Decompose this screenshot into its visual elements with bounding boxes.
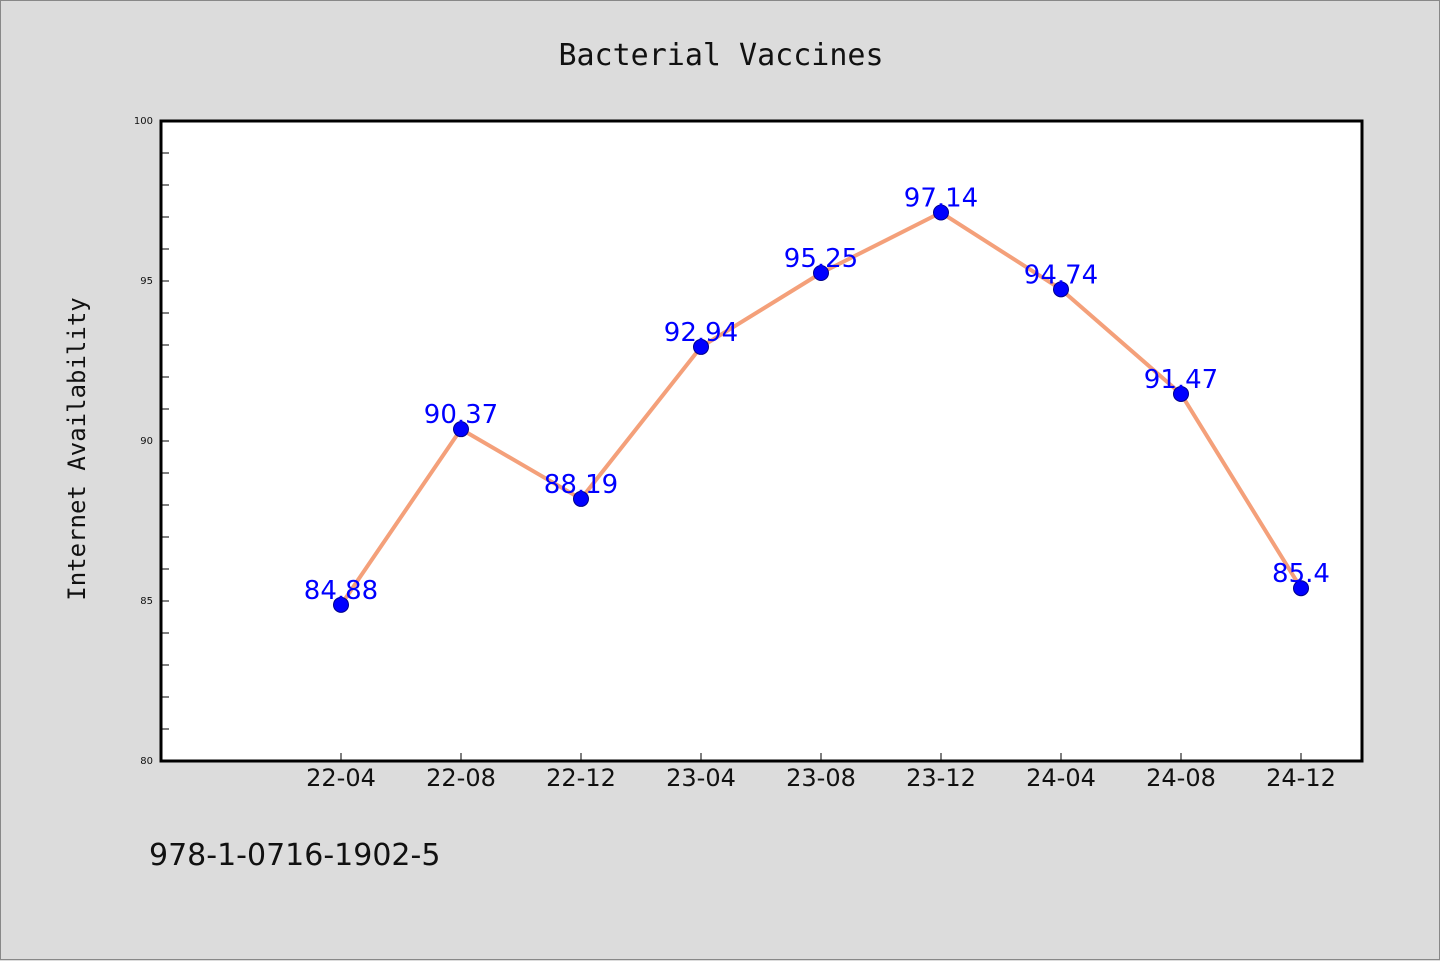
data-label: 84.88 (304, 576, 378, 606)
x-tick-label: 22-08 (426, 764, 496, 792)
data-point (693, 338, 709, 355)
y-axis: 80 85 90 95 100 (134, 116, 169, 767)
plot-area (159, 119, 1364, 763)
x-tick-label: 23-12 (906, 764, 976, 792)
x-tick-label: 22-04 (306, 764, 376, 792)
y-axis-label: Internet Availability (63, 297, 91, 600)
y-tick-label: 95 (140, 276, 153, 287)
isbn-text: 978-1-0716-1902-5 (149, 838, 440, 873)
data-label: 95.25 (784, 244, 858, 274)
data-label: 91.47 (1144, 365, 1218, 395)
y-tick-label: 85 (140, 596, 153, 607)
x-tick-label: 22-12 (546, 764, 616, 792)
x-tick-label: 24-08 (1146, 764, 1216, 792)
y-tick-label: 100 (134, 116, 153, 127)
data-label: 90.37 (424, 400, 498, 430)
data-label: 85.4 (1272, 559, 1330, 589)
data-point (453, 421, 469, 438)
data-label: 92.94 (664, 318, 738, 348)
data-point (1173, 385, 1189, 402)
y-tick-label: 80 (140, 756, 153, 767)
chart-title: Bacterial Vaccines (558, 38, 883, 73)
x-tick-label: 24-12 (1266, 764, 1336, 792)
data-label: 94.74 (1024, 260, 1098, 290)
data-point (933, 204, 949, 221)
x-tick-label: 23-08 (786, 764, 856, 792)
data-label: 97.14 (904, 184, 978, 214)
y-tick-label: 90 (140, 436, 153, 447)
x-tick-label: 23-04 (666, 764, 736, 792)
data-point (333, 596, 349, 613)
x-axis: 22-04 22-08 22-12 23-04 23-08 23-12 24-04 24-08… (160, 753, 1336, 792)
data-point (573, 490, 589, 507)
data-point (1293, 580, 1309, 597)
data-point (813, 265, 829, 281)
data-label: 88.19 (544, 470, 618, 500)
series-layer: 84.88 90.37 88.19 92.94 95.25 97.14 94.74 91.47… (304, 184, 1330, 613)
data-point (1053, 281, 1069, 298)
x-tick-label: 24-04 (1026, 764, 1096, 792)
